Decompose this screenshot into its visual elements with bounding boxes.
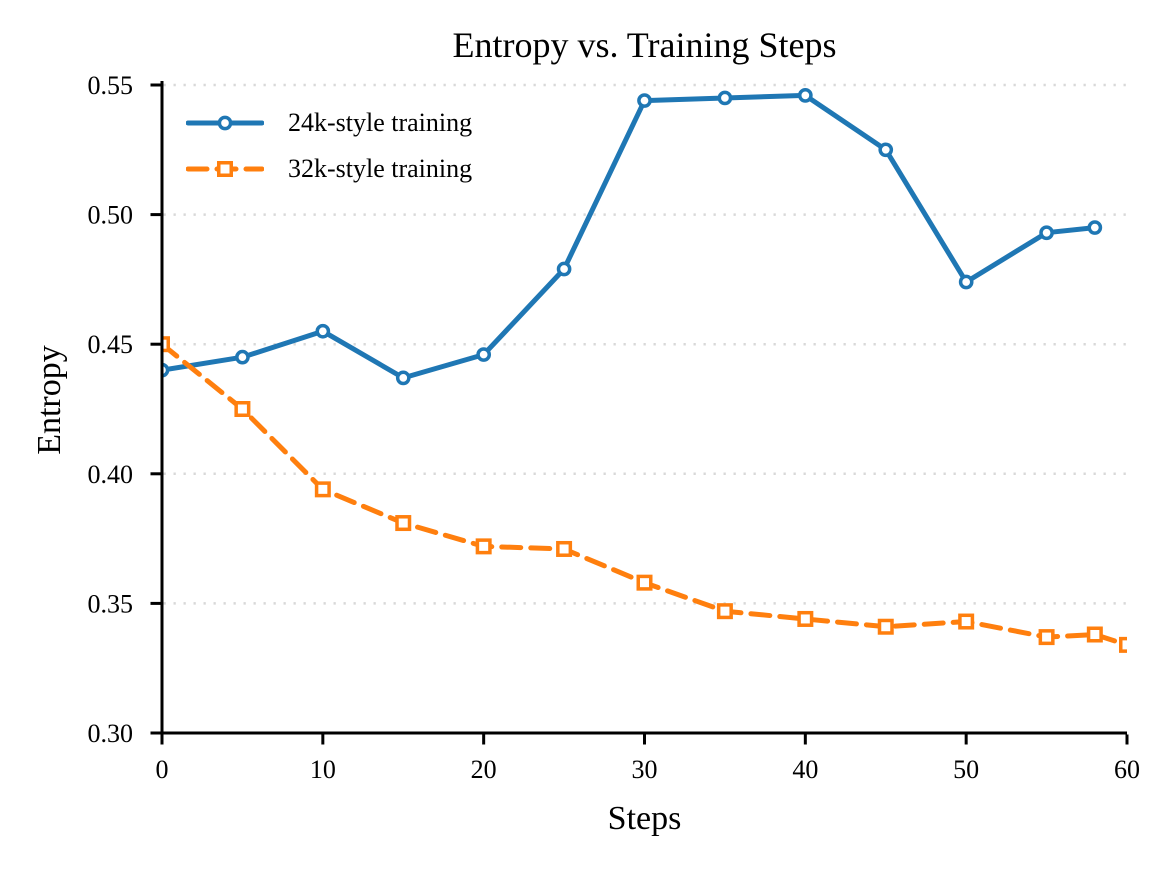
data-point-marker (1039, 225, 1054, 241)
y-tick-label: 0.45 (88, 330, 134, 359)
x-tick-label: 20 (471, 755, 497, 784)
y-tick-label: 0.50 (88, 201, 134, 230)
data-point-marker (1087, 220, 1103, 235)
x-tick-label: 40 (792, 755, 818, 784)
data-point-marker (1086, 626, 1103, 643)
y-tick-label: 0.40 (88, 460, 134, 489)
data-point-marker (235, 349, 250, 365)
data-point-marker (314, 481, 331, 498)
data-point-marker (797, 88, 813, 103)
y-axis-label: Entropy (31, 345, 68, 455)
data-point-marker (1038, 629, 1055, 646)
y-tick-label: 0.30 (88, 719, 134, 748)
data-point-marker (556, 261, 572, 277)
series-32k (162, 336, 1127, 653)
x-tick-label: 0 (156, 755, 169, 784)
data-point-marker (234, 401, 251, 417)
x-tick-label: 10 (310, 755, 336, 784)
data-point-marker (395, 370, 411, 386)
data-point-marker (716, 603, 733, 620)
data-point-marker (556, 540, 573, 557)
data-point-marker (1119, 636, 1127, 653)
y-gridlines (163, 83, 1127, 605)
legend-line-circle-icon (186, 115, 264, 131)
data-point-marker (162, 336, 170, 353)
legend-label-24k: 24k-style training (288, 108, 473, 137)
x-axis-label: Steps (607, 800, 682, 837)
chart-title: Entropy vs. Training Steps (452, 25, 837, 65)
data-point-marker (717, 90, 733, 106)
data-point-marker (797, 610, 814, 627)
series-24k (162, 88, 1103, 386)
x-tick-label: 30 (632, 755, 658, 784)
legend-item-32k: 32k-style training (186, 146, 472, 192)
series-line (162, 341, 1127, 648)
x-tick-label: 60 (1114, 755, 1140, 784)
axis-ticks: 0 10 20 30 40 50 60 0.30 0.35 0.40 0.45 0.50 0.55 (88, 71, 1141, 784)
data-point-marker (475, 538, 492, 555)
data-point-marker (315, 323, 331, 339)
data-point-marker (958, 613, 975, 630)
data-point-marker (476, 347, 492, 362)
axes-spines (160, 81, 1127, 735)
circle-marker-icon (217, 115, 233, 131)
legend-item-24k: 24k-style training (186, 100, 472, 146)
data-point-marker (878, 142, 894, 158)
legend-line-square-icon (186, 161, 264, 177)
legend: 24k-style training 32k-style training (186, 100, 472, 192)
data-point-marker (637, 93, 652, 108)
x-tick-label: 50 (953, 755, 979, 784)
data-point-marker (958, 274, 974, 290)
data-point-marker (395, 515, 412, 532)
data-point-marker (636, 574, 653, 591)
square-marker-icon (217, 161, 233, 177)
y-tick-label: 0.35 (88, 589, 134, 618)
data-point-marker (877, 618, 894, 635)
legend-label-32k: 32k-style training (288, 154, 473, 183)
y-tick-label: 0.55 (88, 71, 134, 100)
